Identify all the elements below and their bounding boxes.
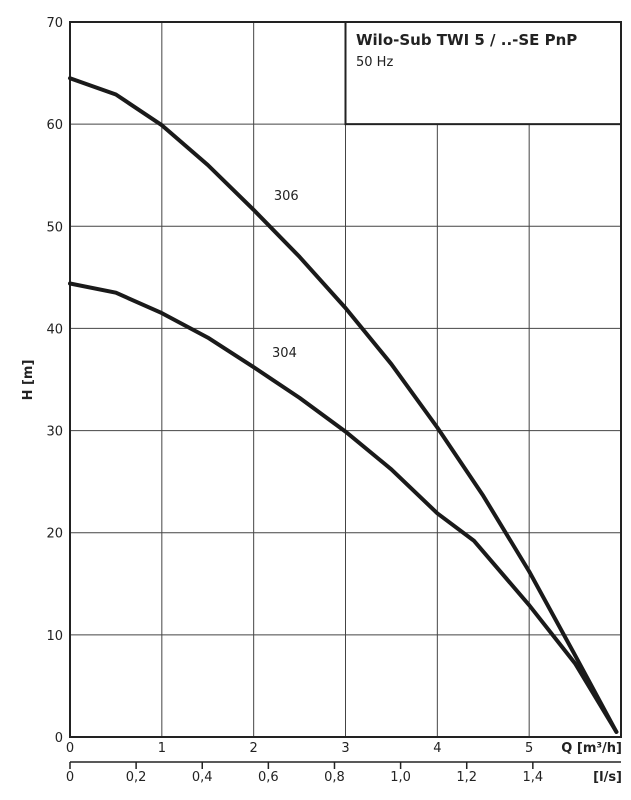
x-tick-label: 1 [158,741,166,756]
x-tick-label: 3 [341,741,349,756]
secondary-x-axis: 0 0,2 0,4 0,6 0,8 1,0 1,2 1,4 [66,761,621,785]
x2-axis-label: [l/s] [593,770,622,785]
series-line-306 [68,76,619,734]
y-axis-label: H [m] [21,360,36,401]
x2-tick-label: 1,0 [390,770,411,785]
x2-tick-label: 0,4 [192,770,213,785]
x2-tick-label: 1,4 [522,770,543,785]
x-tick-label: 5 [525,741,533,756]
title-box: Wilo-Sub TWI 5 / ..-SE PnP 50 Hz [344,21,622,126]
grid [69,21,621,738]
x2-tick-label: 0,8 [324,770,345,785]
title-box-border [344,21,622,126]
y-tick-label: 0 [55,731,63,746]
series-line-304 [68,281,619,734]
chart-title: Wilo-Sub TWI 5 / ..-SE PnP [356,31,577,49]
x2-tick-label: 0 [66,770,74,785]
x2-tick-label: 0,6 [258,770,279,785]
curve-label-304: 304 [272,346,297,361]
x-axis-label: Q [m³/h] [561,741,622,756]
y-tick-label: 20 [46,527,63,542]
chart-subtitle: 50 Hz [356,55,393,70]
y-tick-label: 10 [46,629,63,644]
x2-tick-label: 1,2 [456,770,477,785]
tick-labels: 0 10 20 30 40 50 60 70 0 1 2 3 4 5 [46,16,533,756]
curve-labels: 306 304 [272,189,299,361]
y-tick-label: 60 [46,118,63,133]
y-tick-label: 30 [46,425,63,440]
curve-label-306: 306 [274,189,299,204]
y-tick-label: 70 [46,16,63,31]
y-tick-label: 50 [46,220,63,235]
x-tick-label: 0 [66,741,74,756]
x2-tick-label: 0,2 [126,770,147,785]
x-tick-label: 2 [250,741,258,756]
x-tick-label: 4 [433,741,441,756]
series-group [68,76,619,734]
y-tick-label: 40 [46,322,63,337]
